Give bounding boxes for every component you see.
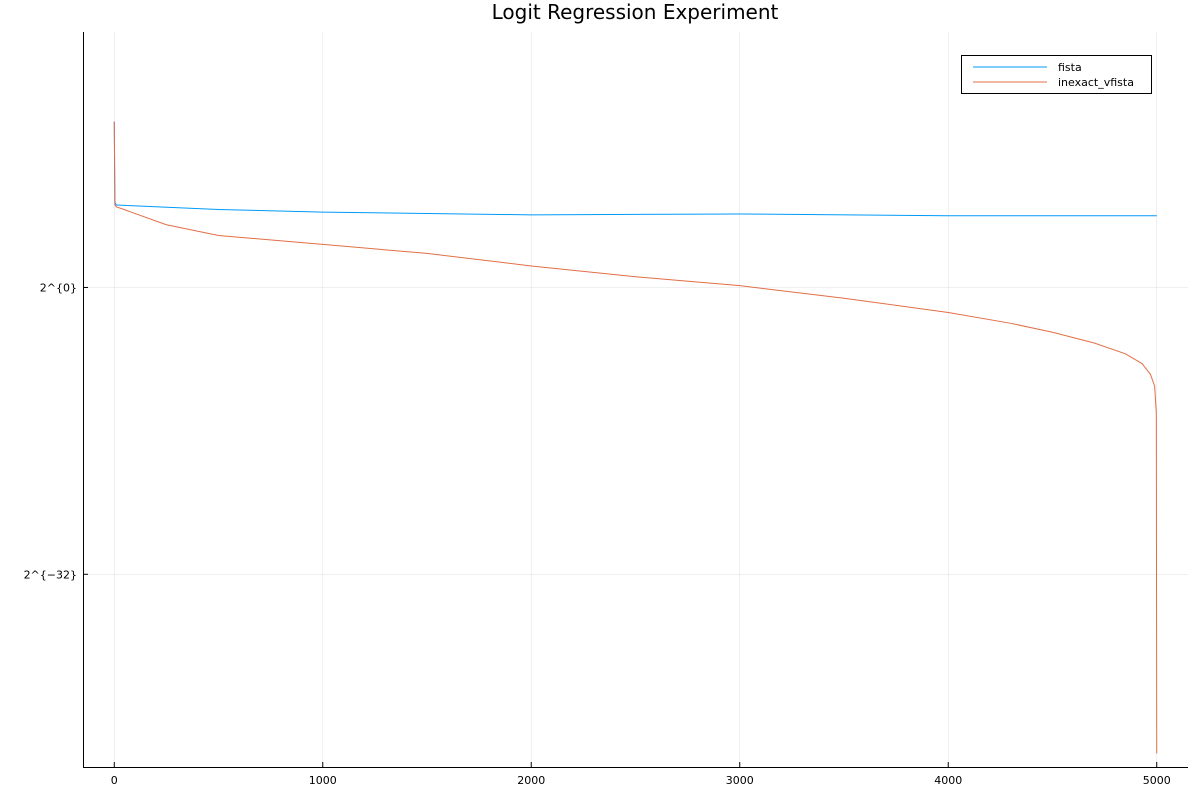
y-tick-label: 2^{0} [40,281,77,294]
grid [83,32,1188,767]
x-tick-label: 2000 [517,774,545,787]
x-tick-label: 1000 [309,774,337,787]
y-tick-label: 2^{−32} [24,568,77,581]
series-line-fista [113,121,1157,217]
legend-label-inexact-vfista: inexact_vfista [1058,76,1134,89]
series-line-inexact-vfista [113,121,1158,754]
x-tick-label: 3000 [726,774,754,787]
x-tick-label: 5000 [1143,774,1171,787]
series-layer [113,121,1158,754]
legend: fista inexact_vfista [961,55,1152,94]
axes [83,32,1188,768]
chart-title: Logit Regression Experiment [492,0,779,24]
x-tick-label: 0 [111,774,118,787]
x-tick-label: 4000 [934,774,962,787]
legend-box [961,55,1152,94]
y-ticks: 2^{−32} 2^{0} [24,281,88,581]
legend-label-fista: fista [1058,61,1082,74]
x-ticks: 0 1000 2000 3000 4000 5000 [111,762,1171,787]
